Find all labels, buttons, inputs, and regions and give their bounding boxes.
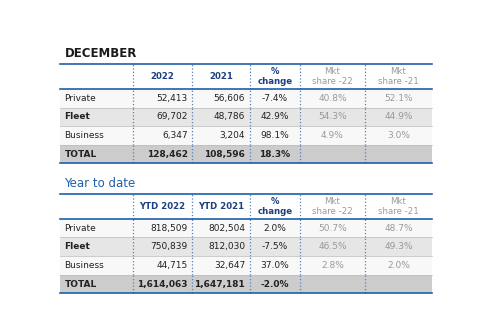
Text: 812,030: 812,030 (208, 242, 245, 251)
Text: Mkt
share -21: Mkt share -21 (378, 197, 419, 216)
Text: 3.0%: 3.0% (387, 131, 410, 140)
Bar (60, 238, 432, 256)
Text: DECEMBER: DECEMBER (64, 47, 137, 60)
Text: 1,614,063: 1,614,063 (137, 279, 188, 289)
Text: 98.1%: 98.1% (261, 131, 289, 140)
Text: TOTAL: TOTAL (64, 150, 96, 159)
Text: 46.5%: 46.5% (318, 242, 347, 251)
Text: -7.5%: -7.5% (262, 242, 288, 251)
Text: 2.8%: 2.8% (321, 261, 344, 270)
Text: 2.0%: 2.0% (264, 224, 286, 233)
Text: Fleet: Fleet (64, 112, 90, 121)
Text: Mkt
share -22: Mkt share -22 (312, 67, 353, 86)
Text: Business: Business (64, 131, 104, 140)
Text: 49.3%: 49.3% (384, 242, 413, 251)
Text: 2.0%: 2.0% (387, 261, 410, 270)
Text: TOTAL: TOTAL (64, 279, 96, 289)
Bar (60, 126, 432, 145)
Text: 54.3%: 54.3% (318, 112, 347, 121)
Text: Business: Business (64, 261, 104, 270)
Bar (60, 89, 432, 108)
Text: Mkt
share -22: Mkt share -22 (312, 197, 353, 216)
Bar (60, 219, 432, 238)
Text: 108,596: 108,596 (204, 150, 245, 159)
Text: YTD 2021: YTD 2021 (198, 202, 244, 211)
Text: 56,606: 56,606 (214, 94, 245, 103)
Text: 44,715: 44,715 (156, 261, 188, 270)
Bar (60, 194, 432, 219)
Bar (60, 64, 432, 89)
Text: 2022: 2022 (150, 72, 174, 81)
Text: 4.9%: 4.9% (321, 131, 344, 140)
Text: Fleet: Fleet (64, 242, 90, 251)
Text: 52,413: 52,413 (156, 94, 188, 103)
Text: 48,786: 48,786 (214, 112, 245, 121)
Text: YTD 2022: YTD 2022 (139, 202, 185, 211)
Text: %
change: % change (257, 67, 292, 86)
Text: Mkt
share -21: Mkt share -21 (378, 67, 419, 86)
Bar (60, 108, 432, 126)
Text: 6,347: 6,347 (162, 131, 188, 140)
Text: 52.1%: 52.1% (384, 94, 413, 103)
Text: 32,647: 32,647 (214, 261, 245, 270)
Text: 818,509: 818,509 (150, 224, 188, 233)
Text: 48.7%: 48.7% (384, 224, 413, 233)
Bar (60, 256, 432, 275)
Text: 42.9%: 42.9% (261, 112, 289, 121)
Text: 44.9%: 44.9% (384, 112, 413, 121)
Text: 128,462: 128,462 (146, 150, 188, 159)
Text: Private: Private (64, 94, 96, 103)
Text: 69,702: 69,702 (156, 112, 188, 121)
Text: 750,839: 750,839 (150, 242, 188, 251)
Text: 1,647,181: 1,647,181 (194, 279, 245, 289)
Text: 50.7%: 50.7% (318, 224, 347, 233)
Text: 40.8%: 40.8% (318, 94, 347, 103)
Text: 37.0%: 37.0% (261, 261, 289, 270)
Text: Private: Private (64, 224, 96, 233)
Bar (60, 145, 432, 163)
Text: 3,204: 3,204 (220, 131, 245, 140)
Text: 802,504: 802,504 (208, 224, 245, 233)
Text: %
change: % change (257, 197, 292, 216)
Text: Year to date: Year to date (64, 177, 136, 190)
Text: -2.0%: -2.0% (261, 279, 289, 289)
Text: 18.3%: 18.3% (259, 150, 290, 159)
Text: 2021: 2021 (209, 72, 233, 81)
Text: -7.4%: -7.4% (262, 94, 288, 103)
Bar (60, 275, 432, 293)
